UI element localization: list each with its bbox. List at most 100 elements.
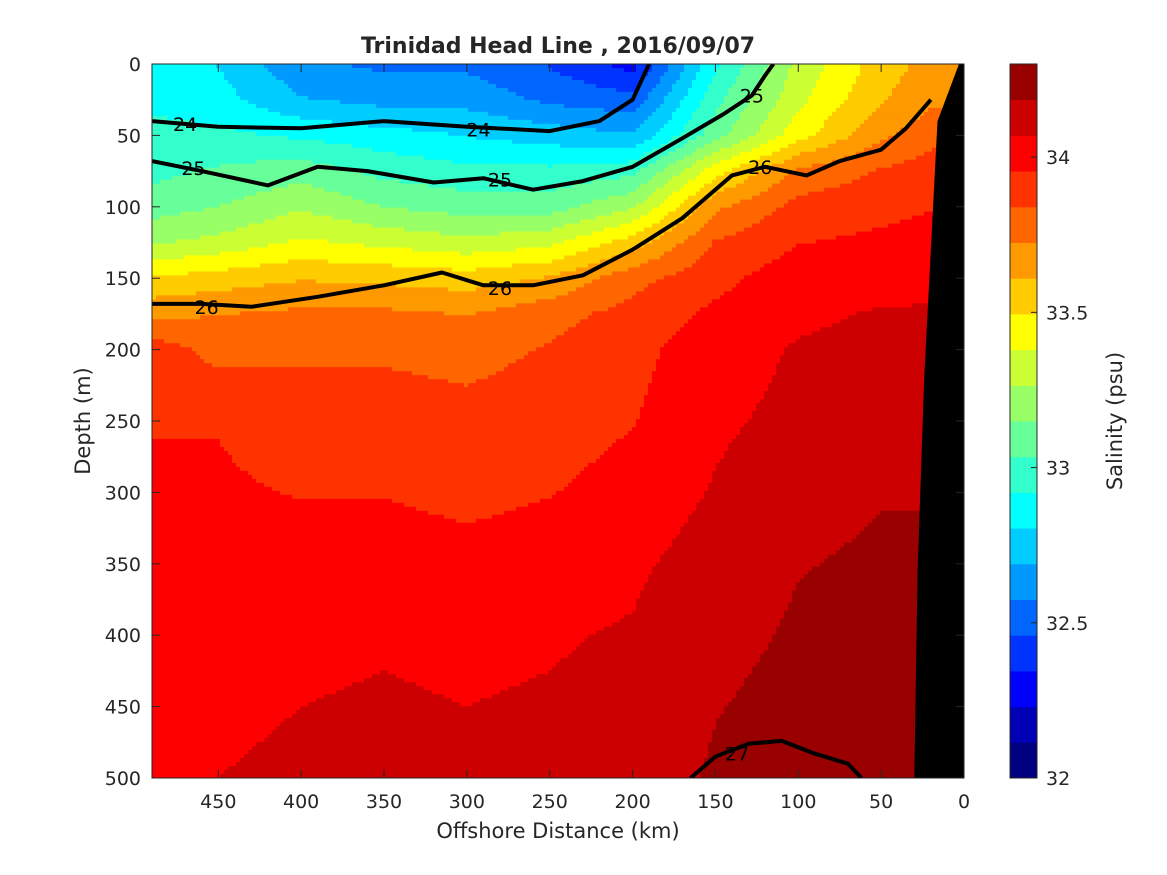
salinity-cell bbox=[580, 91, 585, 97]
salinity-cell bbox=[496, 64, 501, 69]
salinity-cell bbox=[328, 135, 333, 141]
salinity-cell bbox=[732, 139, 737, 145]
salinity-cell bbox=[264, 79, 269, 85]
salinity-cell bbox=[172, 67, 177, 73]
salinity-cell bbox=[608, 95, 613, 101]
salinity-cell bbox=[940, 91, 945, 97]
salinity-cell bbox=[344, 119, 349, 125]
salinity-cell bbox=[788, 103, 793, 109]
salinity-cell bbox=[564, 151, 569, 157]
salinity-cell bbox=[908, 127, 913, 133]
salinity-cell bbox=[900, 119, 905, 125]
salinity-cell bbox=[720, 135, 725, 141]
salinity-cell bbox=[848, 135, 853, 141]
salinity-cell bbox=[220, 139, 225, 145]
salinity-cell bbox=[700, 99, 705, 105]
salinity-cell bbox=[440, 99, 445, 105]
salinity-cell bbox=[540, 119, 545, 125]
salinity-cell bbox=[560, 99, 565, 105]
salinity-cell bbox=[832, 99, 837, 105]
salinity-cell bbox=[928, 115, 933, 121]
salinity-cell bbox=[164, 67, 169, 73]
salinity-cell bbox=[164, 131, 169, 137]
salinity-cell bbox=[572, 79, 577, 85]
salinity-cell bbox=[672, 135, 677, 141]
salinity-cell bbox=[172, 143, 177, 149]
salinity-cell bbox=[848, 71, 853, 77]
salinity-cell bbox=[388, 155, 393, 161]
salinity-cell bbox=[176, 75, 181, 81]
salinity-cell bbox=[276, 135, 281, 141]
salinity-cell bbox=[332, 155, 337, 161]
salinity-cell bbox=[424, 123, 429, 129]
salinity-cell bbox=[384, 91, 389, 97]
salinity-cell bbox=[304, 79, 309, 85]
salinity-cell bbox=[676, 131, 681, 137]
salinity-cell bbox=[464, 143, 469, 149]
salinity-cell bbox=[732, 151, 737, 157]
salinity-cell bbox=[696, 119, 701, 125]
salinity-cell bbox=[256, 75, 261, 81]
salinity-cell bbox=[732, 83, 737, 89]
salinity-cell bbox=[564, 83, 569, 89]
salinity-cell bbox=[884, 103, 889, 109]
salinity-cell bbox=[488, 115, 493, 121]
salinity-cell bbox=[852, 123, 857, 129]
salinity-cell bbox=[764, 87, 769, 93]
salinity-cell bbox=[876, 155, 881, 161]
salinity-cell bbox=[496, 91, 501, 97]
salinity-cell bbox=[920, 135, 925, 141]
salinity-cell bbox=[432, 64, 437, 69]
salinity-cell bbox=[876, 79, 881, 85]
salinity-cell bbox=[180, 123, 185, 129]
salinity-cell bbox=[236, 91, 241, 97]
salinity-cell bbox=[440, 119, 445, 125]
salinity-cell bbox=[188, 67, 193, 73]
salinity-cell bbox=[408, 83, 413, 89]
salinity-cell bbox=[860, 75, 865, 81]
salinity-cell bbox=[556, 91, 561, 97]
salinity-cell bbox=[240, 111, 245, 117]
salinity-cell bbox=[516, 64, 521, 69]
salinity-cell bbox=[920, 91, 925, 97]
salinity-cell bbox=[500, 111, 505, 117]
salinity-cell bbox=[152, 64, 157, 69]
salinity-cell bbox=[272, 95, 277, 101]
salinity-cell bbox=[444, 139, 449, 145]
salinity-cell bbox=[900, 151, 905, 157]
salinity-cell bbox=[304, 103, 309, 109]
salinity-cell bbox=[608, 87, 613, 93]
salinity-cell bbox=[316, 91, 321, 97]
salinity-cell bbox=[260, 64, 265, 69]
salinity-cell bbox=[180, 127, 185, 133]
salinity-cell bbox=[772, 83, 777, 89]
salinity-cell bbox=[680, 111, 685, 117]
salinity-cell bbox=[268, 67, 273, 73]
salinity-cell bbox=[396, 67, 401, 73]
salinity-cell bbox=[924, 143, 929, 149]
salinity-cell bbox=[592, 107, 597, 113]
salinity-cell bbox=[440, 71, 445, 77]
salinity-cell bbox=[844, 107, 849, 113]
salinity-cell bbox=[392, 115, 397, 121]
salinity-cell bbox=[216, 143, 221, 149]
salinity-cell bbox=[236, 159, 241, 165]
salinity-cell bbox=[828, 95, 833, 101]
salinity-cell bbox=[276, 119, 281, 125]
salinity-cell bbox=[152, 91, 157, 97]
salinity-cell bbox=[520, 147, 525, 153]
salinity-cell bbox=[596, 147, 601, 153]
salinity-cell bbox=[284, 139, 289, 145]
salinity-cell bbox=[184, 123, 189, 129]
salinity-cell bbox=[240, 91, 245, 97]
salinity-cell bbox=[244, 147, 249, 153]
salinity-cell bbox=[364, 147, 369, 153]
plot-area bbox=[152, 64, 964, 778]
salinity-cell bbox=[264, 135, 269, 141]
salinity-cell bbox=[864, 123, 869, 129]
salinity-cell bbox=[716, 103, 721, 109]
salinity-cell bbox=[744, 131, 749, 137]
salinity-cell bbox=[528, 147, 533, 153]
salinity-cell bbox=[180, 135, 185, 141]
salinity-cell bbox=[792, 155, 797, 161]
